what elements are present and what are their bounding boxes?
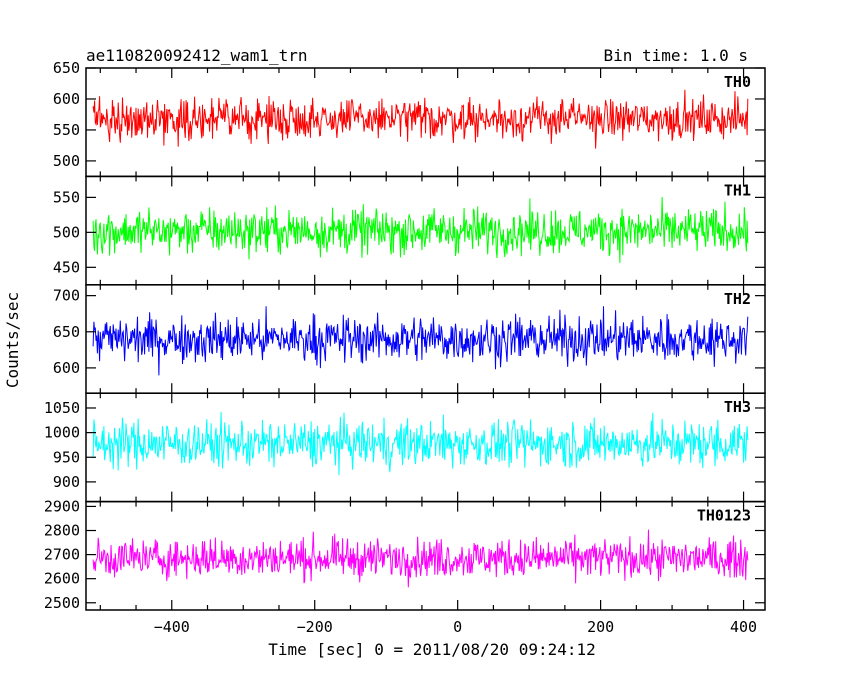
y-tick-label: 1050 (44, 399, 80, 417)
y-axis-label: Counts/sec (3, 292, 22, 388)
y-tick-label: 500 (53, 223, 80, 241)
series-line-th3 (92, 411, 749, 476)
y-tick-label: 500 (53, 152, 80, 170)
panel-label: TH2 (724, 290, 751, 308)
panels-group: 500 550 600 650 TH0 450 500 550 TH1 600 650 700 TH2 9… (44, 59, 766, 636)
series-line-th1 (92, 196, 749, 263)
panel-label: TH1 (724, 181, 751, 199)
y-tick-label: 950 (53, 448, 80, 466)
panel-th3: 900 950 1000 1050 TH3 (44, 392, 766, 503)
y-tick-label: 650 (53, 59, 80, 77)
series-line-th0 (92, 89, 749, 149)
y-tick-label: 650 (53, 323, 80, 341)
y-tick-label: 1000 (44, 424, 80, 442)
plot-title: ae110820092412_wam1_trn (86, 46, 308, 65)
y-tick-label: 700 (53, 287, 80, 305)
panel-label: TH3 (724, 398, 751, 416)
y-tick-label: 450 (53, 258, 80, 276)
panel-label: TH0 (724, 73, 751, 91)
panel-th2: 600 650 700 TH2 (53, 284, 766, 394)
y-tick-label: 2500 (44, 594, 80, 612)
y-tick-label: 550 (53, 188, 80, 206)
panel-frame (85, 500, 766, 611)
y-tick-label: 2600 (44, 570, 80, 588)
series-line-th2 (92, 306, 749, 376)
bin-time-label: Bin time: 1.0 s (604, 46, 749, 65)
y-tick-label: 2700 (44, 546, 80, 564)
x-tick-label: 0 (453, 618, 462, 636)
x-tick-label: 400 (730, 618, 757, 636)
panel-label: TH0123 (697, 507, 751, 525)
x-tick-label: −200 (297, 618, 333, 636)
y-tick-label: 550 (53, 121, 80, 139)
y-tick-label: 2800 (44, 522, 80, 540)
series-line-th0123 (92, 529, 749, 588)
panel-th0: 500 550 600 650 TH0 (53, 59, 766, 178)
y-tick-label: 900 (53, 473, 80, 491)
x-tick-label: 200 (587, 618, 614, 636)
y-tick-label: 2900 (44, 497, 80, 515)
x-tick-label: −400 (154, 618, 190, 636)
panel-th0123: 2500 2600 2700 2800 2900 TH0123 (44, 497, 766, 612)
y-tick-label: 600 (53, 359, 80, 377)
x-axis-label: Time [sec] 0 = 2011/08/20 09:24:12 (268, 640, 596, 659)
y-tick-label: 600 (53, 90, 80, 108)
panel-th1: 450 500 550 TH1 (53, 175, 766, 286)
